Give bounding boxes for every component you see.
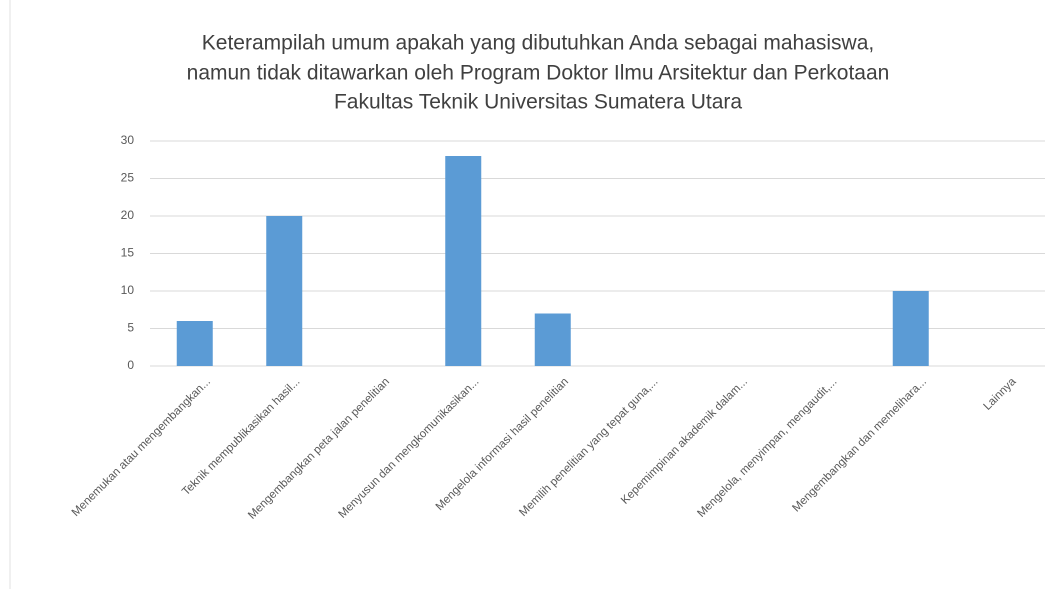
bar bbox=[534, 313, 571, 366]
x-tick-label: Mengembangkan peta jalan penelitian bbox=[246, 376, 392, 522]
y-tick-label: 25 bbox=[121, 171, 135, 185]
x-tick-label: Lainnya bbox=[982, 375, 1019, 412]
y-tick-label: 20 bbox=[121, 208, 135, 222]
chart-title: Fakultas Teknik Universitas Sumatera Uta… bbox=[334, 91, 742, 114]
bar bbox=[892, 291, 929, 366]
x-tick-label: Mengelola, menyimpan, mengaudit,... bbox=[695, 376, 839, 520]
y-tick-label: 0 bbox=[127, 358, 134, 372]
x-tick-label: Menemukan atau mengembangkan... bbox=[70, 376, 213, 519]
x-tick-label: Memilih penelitian yang tepat guna,... bbox=[517, 376, 660, 519]
chart-title: namun tidak ditawarkan oleh Program Dokt… bbox=[187, 62, 890, 85]
y-tick-label: 30 bbox=[121, 133, 135, 147]
x-tick-label: Menyusun dan mengkomunikasikan... bbox=[337, 376, 482, 521]
y-tick-label: 10 bbox=[121, 283, 135, 297]
bar bbox=[266, 216, 303, 366]
bar bbox=[176, 321, 213, 366]
y-tick-label: 15 bbox=[121, 246, 135, 260]
y-tick-label: 5 bbox=[127, 321, 134, 335]
bar bbox=[445, 156, 482, 366]
chart-title: Keterampilah umum apakah yang dibutuhkan… bbox=[202, 32, 874, 55]
